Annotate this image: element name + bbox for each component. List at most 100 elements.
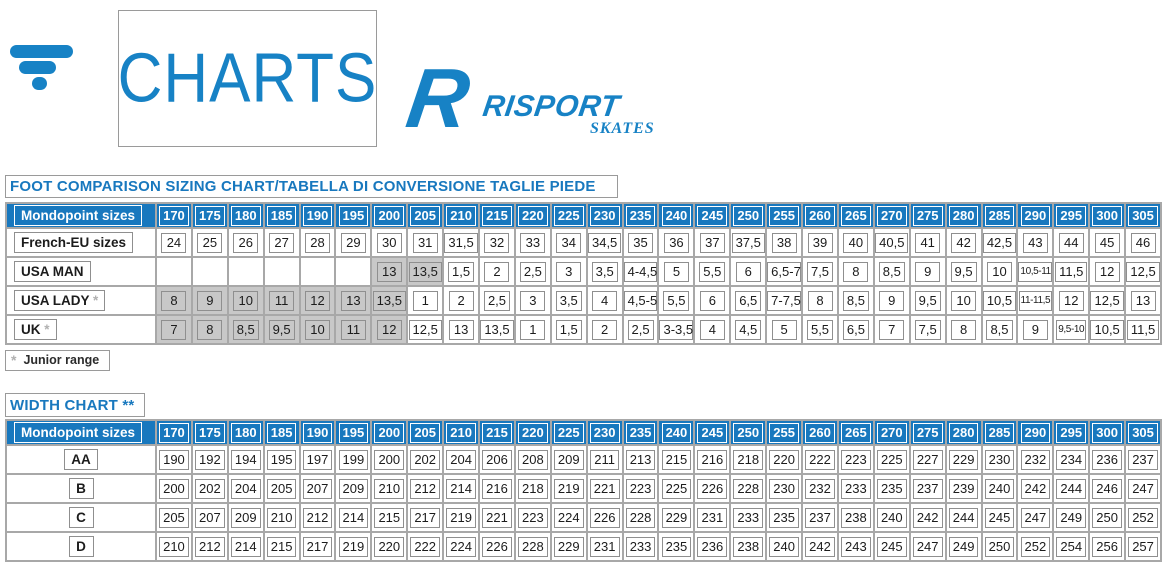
size-header-value: 200 (374, 205, 405, 226)
size-header-cell: 250 (731, 421, 766, 444)
size-header-value: 210 (446, 205, 476, 226)
cell-value: 227 (912, 449, 943, 470)
cell-value: 221 (589, 478, 620, 499)
value-cell: 200 (157, 475, 191, 502)
size-header-cell: 260 (803, 421, 837, 444)
size-header-cell: 280 (946, 421, 981, 444)
value-cell: 37 (695, 229, 730, 256)
size-header-cell: 215 (480, 204, 514, 227)
value-cell: 237 (1126, 446, 1160, 473)
size-header-cell: 290 (1018, 421, 1053, 444)
value-cell (336, 258, 371, 285)
value-cell: 214 (228, 533, 263, 560)
value-cell: 4-4,5 (623, 258, 658, 285)
size-header-cell: 185 (264, 204, 299, 227)
value-cell: 250 (1090, 504, 1125, 531)
cell-value: 239 (948, 478, 979, 499)
size-header-cell: 205 (408, 421, 443, 444)
value-cell: 11 (336, 316, 371, 343)
cell-value: 215 (661, 449, 692, 470)
size-header-value: 210 (446, 422, 476, 443)
value-cell: 5,5 (803, 316, 837, 343)
cell-value: 27 (269, 232, 295, 253)
cell-value: 233 (733, 507, 764, 528)
cell-value: 12 (1094, 261, 1120, 282)
cell-value: 12,5 (408, 319, 442, 340)
value-cell: 254 (1054, 533, 1089, 560)
value-cell: 215 (659, 446, 694, 473)
size-header-cell: 280 (946, 204, 981, 227)
size-header-cell: 295 (1054, 421, 1089, 444)
size-header-value: 215 (482, 205, 512, 226)
size-header-value: 290 (1020, 422, 1051, 443)
value-cell: 26 (228, 229, 263, 256)
value-cell: 28 (300, 229, 335, 256)
value-cell: 224 (551, 504, 586, 531)
size-header-cell: 270 (874, 204, 909, 227)
cell-value: 6,5 (842, 319, 869, 340)
size-header-cell: 250 (731, 204, 766, 227)
value-cell: 256 (1090, 533, 1125, 560)
value-cell: 205 (264, 475, 299, 502)
value-cell: 2,5 (515, 258, 550, 285)
value-cell: 244 (1054, 475, 1089, 502)
cell-value: 246 (1092, 478, 1122, 499)
value-cell: 210 (372, 475, 407, 502)
value-cell: 7,5 (910, 316, 945, 343)
value-cell: 239 (946, 475, 981, 502)
value-cell: 235 (659, 533, 694, 560)
cell-value: 242 (805, 536, 835, 557)
value-cell: 245 (874, 533, 909, 560)
cell-value: 34,5 (587, 232, 622, 253)
value-cell: 45 (1090, 229, 1125, 256)
cell-value: 7,5 (806, 261, 834, 282)
value-cell: 216 (695, 446, 730, 473)
cell-value: 28 (305, 232, 330, 253)
cell-value: 5,5 (806, 319, 834, 340)
value-cell: 3 (515, 287, 550, 314)
cell-value: 223 (841, 449, 871, 470)
cell-value: 220 (374, 536, 405, 557)
value-cell: 210 (264, 504, 299, 531)
cell-value: 9 (197, 290, 223, 311)
cell-value: 3 (556, 261, 582, 282)
value-cell: 12,5 (1090, 287, 1125, 314)
value-cell: 35 (623, 229, 658, 256)
cell-value: 228 (733, 478, 764, 499)
value-cell: 217 (408, 504, 443, 531)
value-cell: 215 (372, 504, 407, 531)
size-header-cell: 270 (874, 421, 909, 444)
cell-value: 204 (230, 478, 261, 499)
size-header-value: 220 (518, 205, 548, 226)
value-cell: 199 (336, 446, 371, 473)
size-header-cell: 175 (192, 421, 227, 444)
cell-value: 240 (876, 507, 907, 528)
value-cell: 13 (336, 287, 371, 314)
cell-value: 249 (948, 536, 979, 557)
row-label-cell: USA LADY * (7, 287, 155, 314)
cell-value: 8 (197, 319, 223, 340)
size-header-value: 290 (1020, 205, 1051, 226)
row-label: UK * (14, 319, 57, 340)
cell-value: 235 (769, 507, 799, 528)
value-cell: 1,5 (444, 258, 479, 285)
cell-value: 30 (376, 232, 402, 253)
size-header-cell: 285 (982, 421, 1017, 444)
cell-value: 211 (590, 449, 620, 470)
cell-value: 42 (951, 232, 977, 253)
cell-value: 208 (518, 449, 548, 470)
cell-value: 230 (769, 478, 799, 499)
size-header-value: 280 (948, 205, 979, 226)
size-header-value: 200 (374, 422, 405, 443)
cell-value: 33 (520, 232, 546, 253)
cell-value: 257 (1128, 536, 1158, 557)
value-cell: 41 (910, 229, 945, 256)
value-cell: 4 (695, 316, 730, 343)
cell-value: 46 (1130, 232, 1156, 253)
value-cell: 220 (767, 446, 802, 473)
value-cell: 233 (623, 533, 658, 560)
value-cell: 227 (910, 446, 945, 473)
foot-comparison-table: Mondopoint sizes 170 175 180 185 190 195 200 205… (5, 202, 1162, 345)
value-cell: 242 (910, 504, 945, 531)
cell-value: 229 (661, 507, 692, 528)
